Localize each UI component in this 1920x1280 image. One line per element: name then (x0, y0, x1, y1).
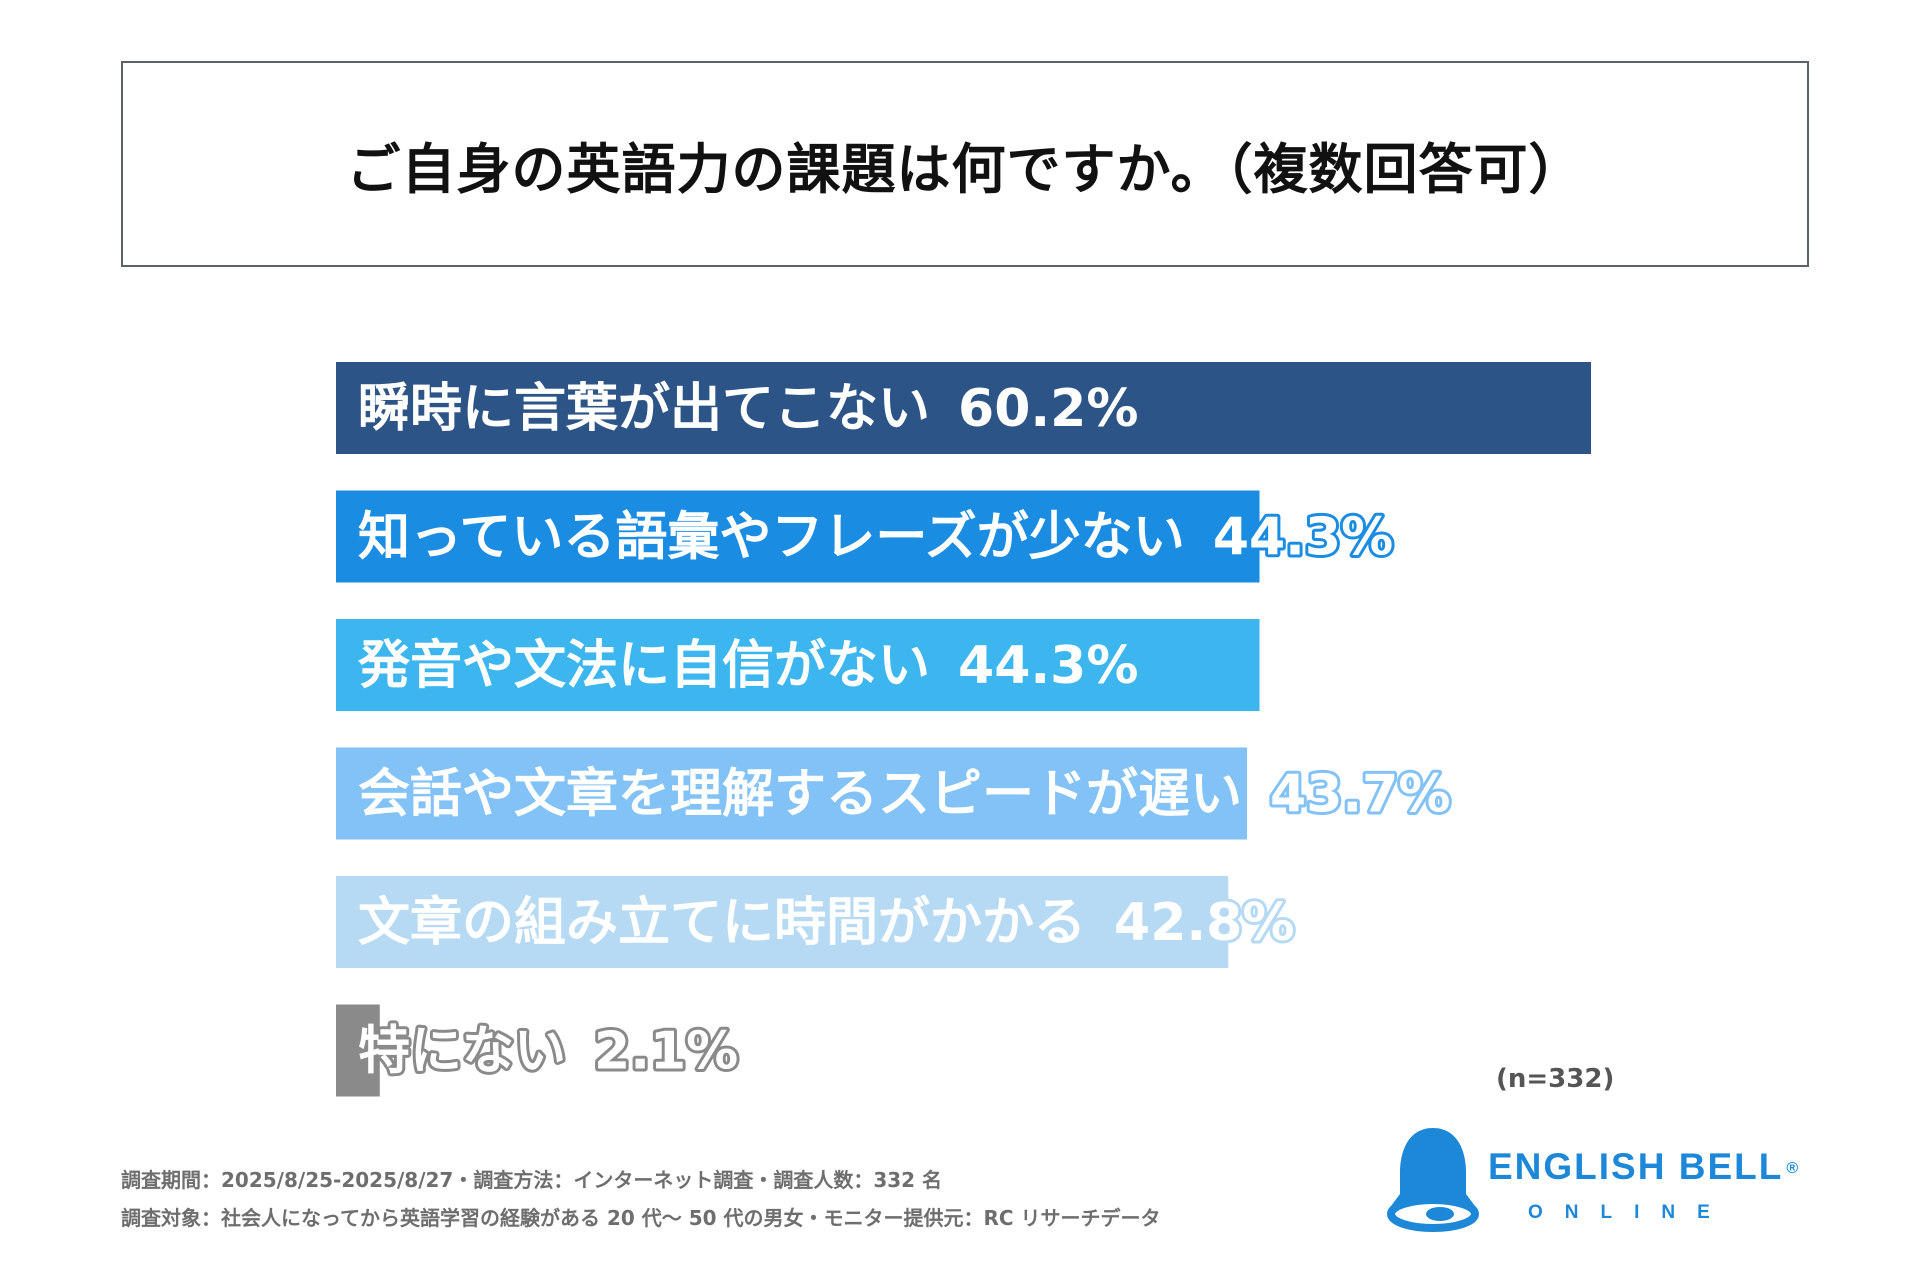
bar-1 (336, 362, 1591, 454)
category-label-2: 知っている語彙やフレーズが少ない (358, 508, 1185, 568)
bar-4 (336, 747, 1248, 840)
survey-footnote-target: 調査対象：社会人になってから英語学習の経験がある 20 代〜 50 代の男女・モ… (121, 1206, 1161, 1230)
category-label-4: 会話や文章を理解するスピードが遅い (358, 765, 1242, 825)
value-label-5: 42.8% (1114, 893, 1294, 953)
sample-size-note: (n=332) (1496, 1064, 1615, 1094)
category-label-1: 瞬時に言葉が出てこない (358, 379, 930, 439)
bar-3 (336, 619, 1260, 711)
bar-label-2: 知っている語彙やフレーズが少ない 44.3% (358, 508, 1393, 568)
value-label-4: 43.7% (1270, 765, 1450, 825)
bar-label-4: 会話や文章を理解するスピードが遅い 43.7% (358, 765, 1450, 825)
value-label-6: 2.1% (594, 1022, 738, 1082)
bar-label-5: 文章の組み立てに時間がかかる 42.8% (358, 893, 1294, 953)
bell-icon (1387, 1128, 1479, 1232)
title-box: ご自身の英語力の課題は何ですか。（複数回答可） (121, 61, 1809, 267)
bar-label-6: 特にない 2.1% (358, 1022, 738, 1082)
bar-label-3: 発音や文法に自信がない 44.3% (358, 636, 1138, 696)
bar-6 (336, 1004, 380, 1097)
category-label-6: 特にない (358, 1022, 566, 1082)
bar-5 (336, 876, 1229, 968)
value-label-2: 44.3% (1213, 508, 1393, 568)
category-label-3: 発音や文法に自信がない (358, 636, 930, 696)
bar-2 (336, 490, 1260, 583)
value-label-3: 44.3% (958, 636, 1138, 696)
logo-wordmark: ENGLISH BELL ® (1488, 1146, 1801, 1187)
logo-subtitle: ONLINE (1528, 1202, 1732, 1223)
english-bell-logo: ENGLISH BELL ® ONLINE (1378, 1122, 1810, 1234)
value-label-1: 60.2% (958, 379, 1138, 439)
category-label-5: 文章の組み立てに時間がかかる (358, 893, 1086, 953)
chart-title: ご自身の英語力の課題は何ですか。（複数回答可） (346, 137, 1584, 201)
bar-label-1: 瞬時に言葉が出てこない 60.2% (358, 379, 1138, 439)
survey-footnote-period: 調査期間：2025/8/25-2025/8/27・調査方法：インターネット調査・… (121, 1168, 943, 1192)
